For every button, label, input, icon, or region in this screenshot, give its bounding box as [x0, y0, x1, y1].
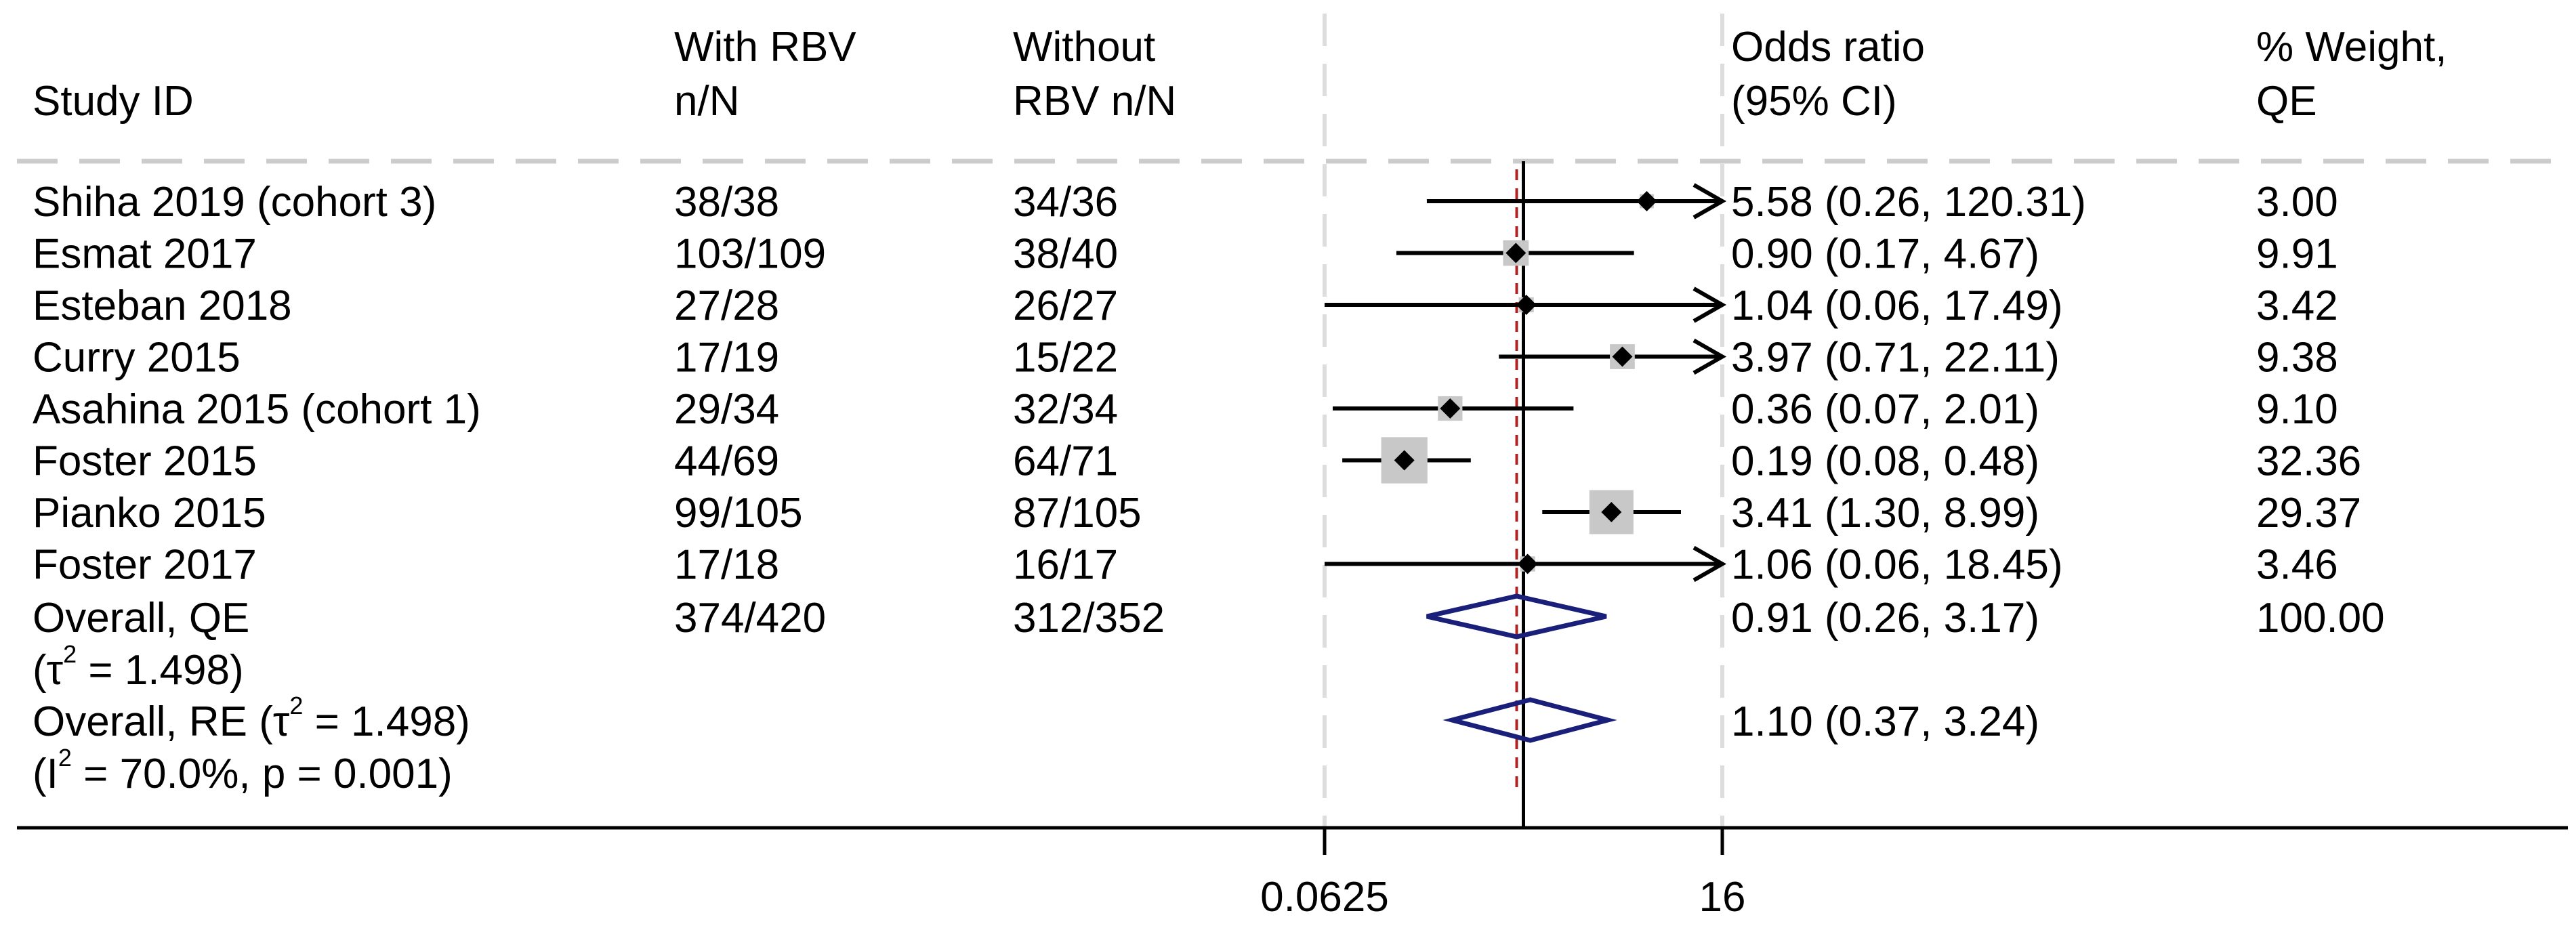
- study-row: Foster 2017 17/18 16/17 1.06 (0.06, 18.45) 3…: [33, 542, 2338, 589]
- overall-re-or: 1.10 (0.37, 3.24): [1731, 698, 2039, 745]
- overall-re-label: Overall, RE (τ2 = 1.498): [33, 692, 470, 745]
- study-row: Esmat 2017 103/109 38/40 0.90 (0.17, 4.67) 9…: [33, 231, 2338, 278]
- study-with: 44/69: [674, 438, 779, 485]
- study-weight: 9.38: [2256, 335, 2338, 381]
- study-without: 32/34: [1013, 386, 1118, 433]
- study-with: 103/109: [674, 231, 826, 278]
- study-study: Foster 2015: [33, 438, 257, 485]
- study-study: Curry 2015: [33, 335, 241, 381]
- study-weight: 9.10: [2256, 386, 2338, 433]
- study-with: 17/19: [674, 335, 779, 381]
- overall-qe-tau: (τ2 = 1.498): [33, 640, 244, 694]
- header-with-rbv: With RBV: [674, 24, 856, 70]
- overall-qe-diamond: [1426, 593, 1607, 639]
- study-without: 26/27: [1013, 282, 1118, 329]
- header-weight-qe: QE: [2256, 78, 2317, 125]
- study-row: Shiha 2019 (cohort 3) 38/38 34/36 5.58 (0.2…: [33, 179, 2338, 226]
- study-or: 0.90 (0.17, 4.67): [1731, 231, 2039, 278]
- study-or: 3.41 (1.30, 8.99): [1731, 490, 2039, 536]
- ci-arrow: [1692, 545, 1727, 583]
- study-row: Asahina 2015 (cohort 1) 29/34 32/34 0.36 (0…: [33, 386, 2338, 433]
- study-weight: 3.42: [2256, 282, 2338, 329]
- study-or: 1.04 (0.06, 17.49): [1731, 282, 2062, 329]
- ci-arrow: [1692, 338, 1727, 375]
- study-with: 29/34: [674, 386, 779, 433]
- point-estimate: [1516, 295, 1537, 315]
- point-estimate: [1601, 502, 1622, 522]
- study-or: 1.06 (0.06, 18.45): [1731, 542, 2062, 589]
- study-study: Asahina 2015 (cohort 1): [33, 386, 481, 433]
- study-study: Foster 2017: [33, 542, 257, 589]
- overall-qe-or: 0.91 (0.26, 3.17): [1731, 595, 2039, 641]
- header-ci: (95% CI): [1731, 78, 1897, 125]
- header-study-id: Study ID: [33, 78, 194, 125]
- study-weight: 3.46: [2256, 542, 2338, 589]
- header-without: Without: [1013, 24, 1155, 70]
- study-row: Foster 2015 44/69 64/71 0.19 (0.08, 0.48) 32…: [33, 437, 2361, 485]
- study-with: 99/105: [674, 490, 803, 536]
- study-without: 64/71: [1013, 438, 1118, 485]
- study-weight: 32.36: [2256, 438, 2361, 485]
- overall-re-row: Overall, RE (τ2 = 1.498) (I2 = 70.0%, p …: [33, 692, 2039, 797]
- study-without: 34/36: [1013, 179, 1118, 226]
- ci-arrow: [1692, 287, 1727, 323]
- study-row: Pianko 2015 99/105 87/105 3.41 (1.30, 8.99)…: [33, 490, 2361, 536]
- point-estimate: [1612, 346, 1633, 367]
- study-or: 5.58 (0.26, 120.31): [1731, 179, 2086, 226]
- study-or: 0.36 (0.07, 2.01): [1731, 386, 2039, 433]
- x-tick-label: 16: [1699, 874, 1746, 921]
- header-odds-ratio: Odds ratio: [1731, 24, 1925, 70]
- overall-qe-label: Overall, QE: [33, 595, 249, 641]
- overall-re-diamond: [1442, 697, 1617, 743]
- point-estimate: [1636, 191, 1657, 211]
- header-with-rbv-nn: n/N: [674, 78, 739, 125]
- x-tick-label: 0.0625: [1260, 874, 1389, 921]
- study-study: Esteban 2018: [33, 282, 292, 329]
- point-estimate: [1505, 243, 1526, 264]
- study-or: 0.19 (0.08, 0.48): [1731, 438, 2039, 485]
- study-weight: 9.91: [2256, 231, 2338, 278]
- overall-qe-without: 312/352: [1013, 595, 1165, 641]
- study-without: 87/105: [1013, 490, 1142, 536]
- study-with: 27/28: [674, 282, 779, 329]
- point-estimate: [1440, 398, 1461, 419]
- study-rows: Shiha 2019 (cohort 3) 38/38 34/36 5.58 (0.2…: [33, 179, 2361, 589]
- study-study: Shiha 2019 (cohort 3): [33, 179, 436, 226]
- study-study: Pianko 2015: [33, 490, 266, 536]
- overall-qe-weight: 100.00: [2256, 595, 2385, 641]
- study-or: 3.97 (0.71, 22.11): [1731, 335, 2060, 381]
- study-with: 17/18: [674, 542, 779, 589]
- overall-qe-row: Overall, QE (τ2 = 1.498) 374/420 312/352…: [33, 593, 2385, 694]
- point-estimate: [1517, 553, 1538, 574]
- overall-re-i2: (I2 = 70.0%, p = 0.001): [33, 744, 453, 797]
- study-without: 15/22: [1013, 335, 1118, 381]
- overall-qe-with: 374/420: [674, 595, 826, 641]
- point-estimate: [1394, 450, 1415, 471]
- study-weight: 29.37: [2256, 490, 2361, 536]
- header-weight: % Weight,: [2256, 24, 2447, 70]
- study-with: 38/38: [674, 179, 779, 226]
- study-study: Esmat 2017: [33, 231, 257, 278]
- ci-arrow: [1692, 183, 1727, 219]
- study-without: 38/40: [1013, 231, 1118, 278]
- study-row: Curry 2015 17/19 15/22 3.97 (0.71, 22.11) 9.…: [33, 335, 2338, 381]
- study-row: Esteban 2018 27/28 26/27 1.04 (0.06, 17.49)…: [33, 282, 2338, 329]
- x-axis-ticks: 0.0625 16: [1260, 828, 1745, 921]
- header-without-rbv-nn: RBV n/N: [1013, 78, 1176, 125]
- study-without: 16/17: [1013, 542, 1118, 589]
- study-weight: 3.00: [2256, 179, 2338, 226]
